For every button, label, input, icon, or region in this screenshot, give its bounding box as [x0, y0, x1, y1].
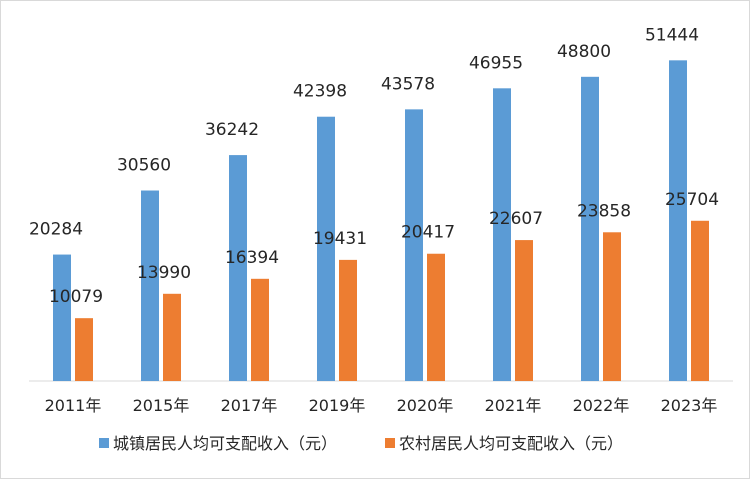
bar-urban-0 — [53, 254, 71, 381]
value-label-rural-7: 25704 — [665, 190, 719, 210]
value-label-urban-3: 42398 — [293, 82, 347, 102]
x-tick-label-1: 2015年 — [133, 396, 190, 415]
bar-urban-1 — [141, 190, 159, 381]
value-labels-layer: 20284 10079 30560 13990 36242 16394 42398 19431… — [29, 25, 719, 307]
legend-swatch-rural — [385, 438, 395, 448]
x-tick-label-4: 2020年 — [397, 396, 454, 415]
bar-rural-3 — [339, 259, 357, 381]
bars-layer — [53, 60, 709, 382]
bar-rural-1 — [163, 293, 181, 381]
legend-label-urban: 城镇居民人均可支配收入（元） — [113, 434, 337, 453]
value-label-rural-5: 22607 — [489, 209, 543, 229]
bar-rural-5 — [515, 240, 533, 381]
value-label-urban-7: 51444 — [645, 25, 699, 45]
value-label-urban-2: 36242 — [205, 120, 259, 140]
x-tick-label-2: 2017年 — [221, 396, 278, 415]
bar-rural-0 — [75, 318, 93, 381]
legend-label-rural: 农村居民人均可支配收入（元） — [399, 434, 623, 453]
bar-rural-6 — [603, 232, 621, 381]
bar-rural-7 — [691, 220, 709, 381]
legend: 城镇居民人均可支配收入（元） 农村居民人均可支配收入（元） — [99, 434, 623, 453]
bar-urban-6 — [581, 76, 599, 382]
x-tick-label-6: 2022年 — [573, 396, 630, 415]
value-label-rural-1: 13990 — [137, 263, 191, 283]
x-tick-label-5: 2021年 — [485, 396, 542, 415]
bar-urban-2 — [229, 155, 247, 381]
value-label-rural-0: 10079 — [49, 287, 103, 307]
bar-rural-4 — [427, 253, 445, 381]
chart-frame: 20284 10079 30560 13990 36242 16394 42398 19431… — [0, 0, 750, 479]
value-label-rural-2: 16394 — [225, 248, 279, 268]
bar-chart: 20284 10079 30560 13990 36242 16394 42398 19431… — [29, 25, 733, 453]
bar-rural-2 — [251, 278, 269, 381]
bar-urban-7 — [669, 60, 687, 382]
value-label-rural-4: 20417 — [401, 223, 455, 243]
bar-urban-3 — [317, 116, 335, 382]
value-label-urban-6: 48800 — [557, 42, 611, 62]
x-tick-label-7: 2023年 — [661, 396, 718, 415]
x-tick-label-3: 2019年 — [309, 396, 366, 415]
legend-swatch-urban — [99, 438, 109, 448]
x-tick-labels-layer: 2011年 2015年 2017年 2019年 2020年 2021年 2022年 2023年 — [45, 396, 718, 415]
value-label-rural-6: 23858 — [577, 201, 631, 221]
bar-urban-5 — [493, 88, 511, 381]
value-label-rural-3: 19431 — [313, 229, 367, 249]
value-label-urban-0: 20284 — [29, 220, 83, 240]
x-tick-label-0: 2011年 — [45, 396, 102, 415]
bar-urban-4 — [405, 109, 423, 381]
value-label-urban-4: 43578 — [381, 74, 435, 94]
value-label-urban-1: 30560 — [117, 156, 171, 176]
value-label-urban-5: 46955 — [469, 53, 523, 73]
